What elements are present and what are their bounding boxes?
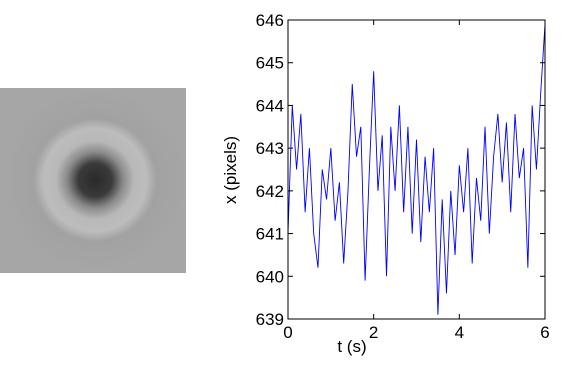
y-tick-label: 644 [256, 96, 284, 115]
y-axis-label: x (pixels) [221, 136, 240, 204]
x-tick-label: 0 [283, 323, 292, 342]
x-axis-label: t (s) [337, 337, 366, 356]
plot-frame [287, 19, 546, 320]
y-tick-label: 643 [256, 139, 284, 158]
y-tick-label: 645 [256, 54, 284, 73]
y-tick-label: 642 [256, 182, 284, 201]
y-tick-label: 639 [256, 310, 284, 329]
bead-image [0, 88, 186, 273]
x-tick-label: 6 [540, 323, 549, 342]
data-line [287, 24, 546, 315]
y-tick-label: 646 [256, 11, 284, 30]
y-tick-label: 641 [256, 225, 284, 244]
x-tick-label: 2 [369, 323, 378, 342]
x-tick-label: 4 [455, 323, 464, 342]
plot: 639 640 641 642 643 644 645 646 0 2 4 6 [256, 11, 550, 342]
y-tick-label: 640 [256, 267, 284, 286]
